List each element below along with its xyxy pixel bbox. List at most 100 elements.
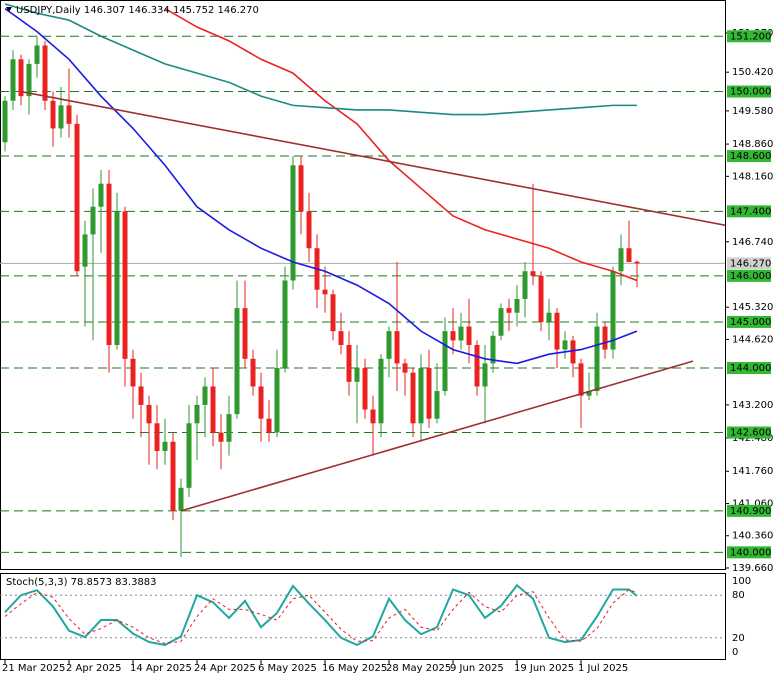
candle-body bbox=[154, 423, 160, 451]
main-plot bbox=[0, 3, 725, 557]
candle-body bbox=[490, 335, 496, 364]
candle-body bbox=[386, 331, 392, 359]
candle-body bbox=[194, 404, 200, 424]
level-label: 148.600 bbox=[730, 151, 771, 162]
axes: 151.270150.420149.580148.860148.160146.7… bbox=[2, 28, 773, 674]
candle-body bbox=[114, 211, 120, 345]
candle-body bbox=[618, 248, 624, 272]
candle-body bbox=[250, 358, 256, 387]
candle-body bbox=[458, 326, 464, 341]
stoch-tick-label: 0 bbox=[732, 647, 738, 658]
candle-body bbox=[594, 326, 600, 392]
candle-body bbox=[474, 344, 480, 387]
candle-body bbox=[466, 326, 472, 345]
candle-body bbox=[98, 183, 104, 207]
candle-body bbox=[74, 123, 80, 272]
level-label-bg bbox=[727, 269, 771, 282]
candle-body bbox=[362, 368, 368, 410]
candle-body bbox=[610, 271, 616, 350]
candle-body bbox=[170, 441, 176, 511]
candle-body bbox=[274, 368, 280, 433]
candle-body bbox=[58, 105, 64, 129]
level-label-bg bbox=[727, 546, 771, 559]
level-label-bg bbox=[727, 504, 771, 517]
candle-body bbox=[258, 386, 264, 419]
stoch-plot bbox=[0, 583, 725, 647]
candle-body bbox=[82, 234, 88, 267]
stoch-d bbox=[4, 588, 638, 644]
candle-body bbox=[306, 211, 312, 249]
x-tick-label: 19 Jun 2025 bbox=[514, 663, 574, 674]
menu-icon bbox=[6, 7, 12, 12]
y-tick-label: 146.740 bbox=[732, 237, 773, 248]
moving-average bbox=[164, 7, 638, 282]
x-tick-label: 9 Jun 2025 bbox=[450, 663, 504, 674]
y-tick-label: 148.860 bbox=[732, 139, 773, 150]
trendline bbox=[20, 90, 725, 226]
candle-body bbox=[346, 344, 352, 382]
level-label: 151.200 bbox=[730, 31, 771, 42]
candle-body bbox=[266, 418, 272, 433]
candle-body bbox=[378, 358, 384, 424]
candle-body bbox=[538, 275, 544, 322]
level-label: 144.000 bbox=[730, 363, 771, 374]
candle-body bbox=[290, 165, 296, 281]
x-tick-label: 21 Mar 2025 bbox=[2, 663, 65, 674]
y-tick-label: 141.060 bbox=[732, 498, 773, 509]
moving-average bbox=[4, 7, 638, 365]
trendline bbox=[180, 360, 694, 512]
level-label-bg bbox=[727, 426, 771, 439]
candle-body bbox=[226, 414, 232, 442]
candle-body bbox=[282, 280, 288, 369]
stoch-tick-label: 20 bbox=[732, 633, 745, 644]
candle-body bbox=[178, 487, 184, 511]
level-label: 147.400 bbox=[730, 206, 771, 217]
candle-body bbox=[434, 391, 440, 419]
stoch-frame bbox=[0, 573, 726, 660]
candle-body bbox=[578, 363, 584, 396]
level-label: 140.000 bbox=[730, 547, 771, 558]
candle-body bbox=[426, 368, 432, 419]
candle-body bbox=[18, 59, 24, 97]
candle-body bbox=[570, 340, 576, 364]
y-tick-label: 149.580 bbox=[732, 106, 773, 117]
current-price-label: 146.270 bbox=[730, 258, 771, 269]
level-label-bg bbox=[727, 85, 771, 98]
candle-body bbox=[10, 59, 16, 101]
candle-body bbox=[554, 312, 560, 350]
candle-body bbox=[130, 358, 136, 387]
candle-body bbox=[546, 312, 552, 322]
x-tick-label: 28 May 2025 bbox=[386, 663, 451, 674]
level-label: 145.000 bbox=[730, 317, 771, 328]
candle-body bbox=[2, 100, 8, 143]
candle-body bbox=[370, 409, 376, 424]
level-label-bg bbox=[727, 362, 771, 375]
moving-average bbox=[4, 3, 637, 116]
level-label-bg bbox=[727, 30, 771, 43]
candle-body bbox=[66, 105, 72, 124]
candle-body bbox=[90, 206, 96, 235]
candle-body bbox=[106, 183, 112, 345]
candle-body bbox=[418, 368, 424, 424]
candle-body bbox=[394, 331, 400, 364]
candle-body bbox=[498, 308, 504, 336]
candle-body bbox=[210, 386, 216, 433]
candle-body bbox=[138, 386, 144, 405]
x-tick-label: 2 Apr 2025 bbox=[66, 663, 121, 674]
candle-body bbox=[186, 423, 192, 488]
candle-body bbox=[442, 331, 448, 392]
candle-body bbox=[26, 63, 32, 97]
level-label-bg bbox=[727, 205, 771, 218]
y-tick-label: 150.420 bbox=[732, 67, 773, 78]
level-label: 140.900 bbox=[730, 506, 771, 517]
x-tick-label: 1 Jul 2025 bbox=[578, 663, 628, 674]
level-label-bg bbox=[727, 150, 771, 163]
stoch-title: Stoch(5,3,3) 78.8573 83.3883 bbox=[6, 577, 157, 588]
candle-body bbox=[330, 294, 336, 332]
y-tick-label: 145.320 bbox=[732, 302, 773, 313]
level-label: 146.000 bbox=[730, 271, 771, 282]
candle-body bbox=[146, 404, 152, 424]
candle-body bbox=[562, 340, 568, 350]
y-tick-label: 140.360 bbox=[732, 531, 773, 542]
